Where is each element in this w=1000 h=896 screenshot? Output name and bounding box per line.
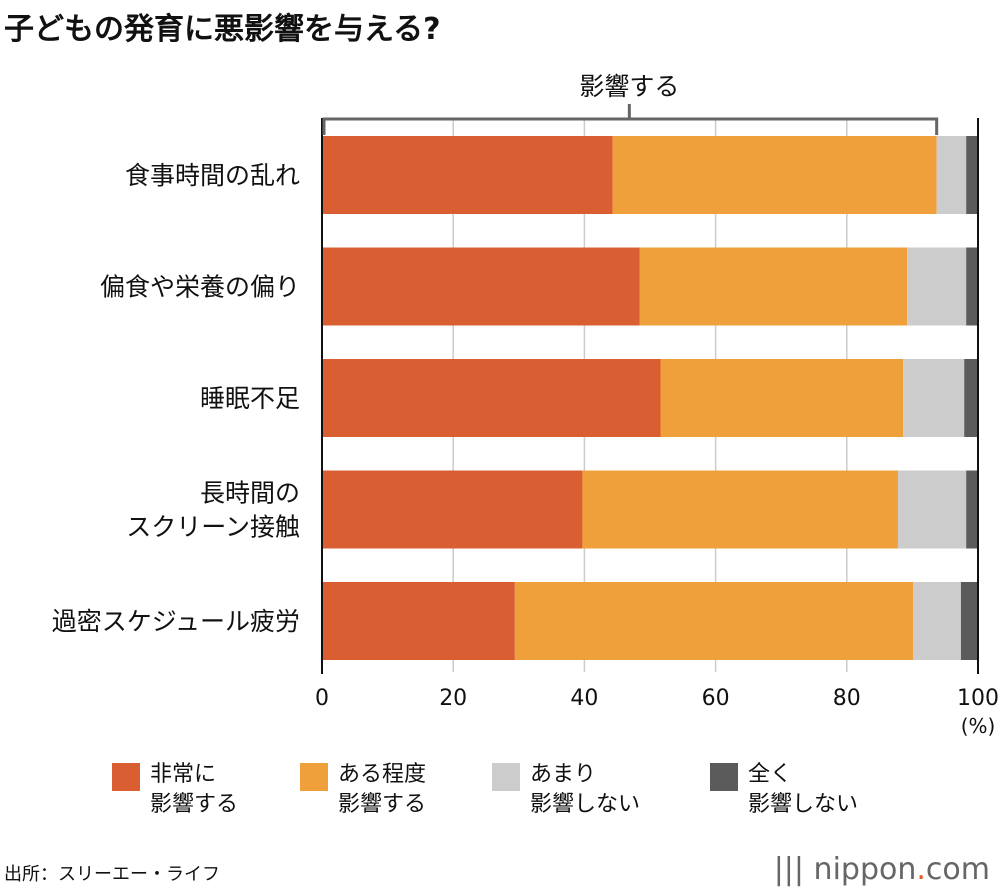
legend-item: 全く 影響しない xyxy=(710,760,858,820)
legend-label: あまり 影響しない xyxy=(530,762,641,817)
x-tick-label: 20 xyxy=(439,686,467,711)
x-tick-label: 80 xyxy=(833,686,861,711)
bar-segment-1 xyxy=(582,470,898,549)
legend-item: ある程度 影響する xyxy=(300,760,426,820)
bar-segment-3 xyxy=(964,359,978,437)
bar-segment-2 xyxy=(903,359,965,437)
x-tick-label: 60 xyxy=(702,686,730,711)
category-label: 偏食や栄養の偏り xyxy=(100,273,300,302)
bar-segment-0 xyxy=(322,470,583,549)
category-label: 過密スケジュール疲労 xyxy=(52,607,300,636)
legend-swatch xyxy=(492,763,520,791)
bar-segment-2 xyxy=(897,470,967,549)
bar-segment-0 xyxy=(322,136,613,214)
x-tick-label: 0 xyxy=(315,686,329,711)
bar-segment-3 xyxy=(966,470,978,549)
bracket-label: 影響する xyxy=(579,72,679,101)
category-label: 睡眠不足 xyxy=(200,384,300,413)
source-note: 出所：スリーエー・ライフ xyxy=(4,864,220,885)
legend-label: 非常に 影響する xyxy=(150,762,239,817)
bar-segment-2 xyxy=(913,582,961,660)
bar-segment-3 xyxy=(966,136,978,214)
bracket xyxy=(322,104,939,135)
bar-segment-0 xyxy=(322,582,515,660)
stacked-bar-chart: 0 20 40 60 80 100 (%) 食事時間の乱れ偏食や栄養の偏り睡眠不足長時間のスク… xyxy=(52,72,999,738)
legend-swatch xyxy=(300,763,328,791)
x-tick-label: 40 xyxy=(570,686,598,711)
legend-item: あまり 影響しない xyxy=(492,760,640,820)
x-tick-label: 100 xyxy=(957,686,999,711)
bar-segment-1 xyxy=(514,582,914,660)
category-label: スクリーン接触 xyxy=(126,513,300,542)
x-unit-label: (%) xyxy=(961,714,996,738)
bar-segment-1 xyxy=(612,136,937,214)
legend-item: 非常に 影響する xyxy=(112,760,238,820)
legend-swatch xyxy=(112,763,140,791)
bar-segment-0 xyxy=(322,247,640,326)
legend-label: ある程度 影響する xyxy=(338,762,427,817)
category-label: 食事時間の乱れ xyxy=(125,161,300,190)
bar-segment-2 xyxy=(907,247,967,326)
chart-title: 子どもの発育に悪影響を与える? xyxy=(4,12,441,47)
bar-segment-1 xyxy=(639,247,908,326)
bar-segment-3 xyxy=(960,582,978,660)
bar-segment-3 xyxy=(966,247,978,326)
category-label: 長時間の xyxy=(200,479,300,508)
legend-swatch xyxy=(710,763,738,791)
bar-segment-1 xyxy=(660,359,904,437)
nippon-logo: ||| nippon.com xyxy=(773,852,990,887)
legend-label: 全く 影響しない xyxy=(748,762,859,817)
bar-segment-2 xyxy=(936,136,967,214)
bar-segment-0 xyxy=(322,359,661,437)
